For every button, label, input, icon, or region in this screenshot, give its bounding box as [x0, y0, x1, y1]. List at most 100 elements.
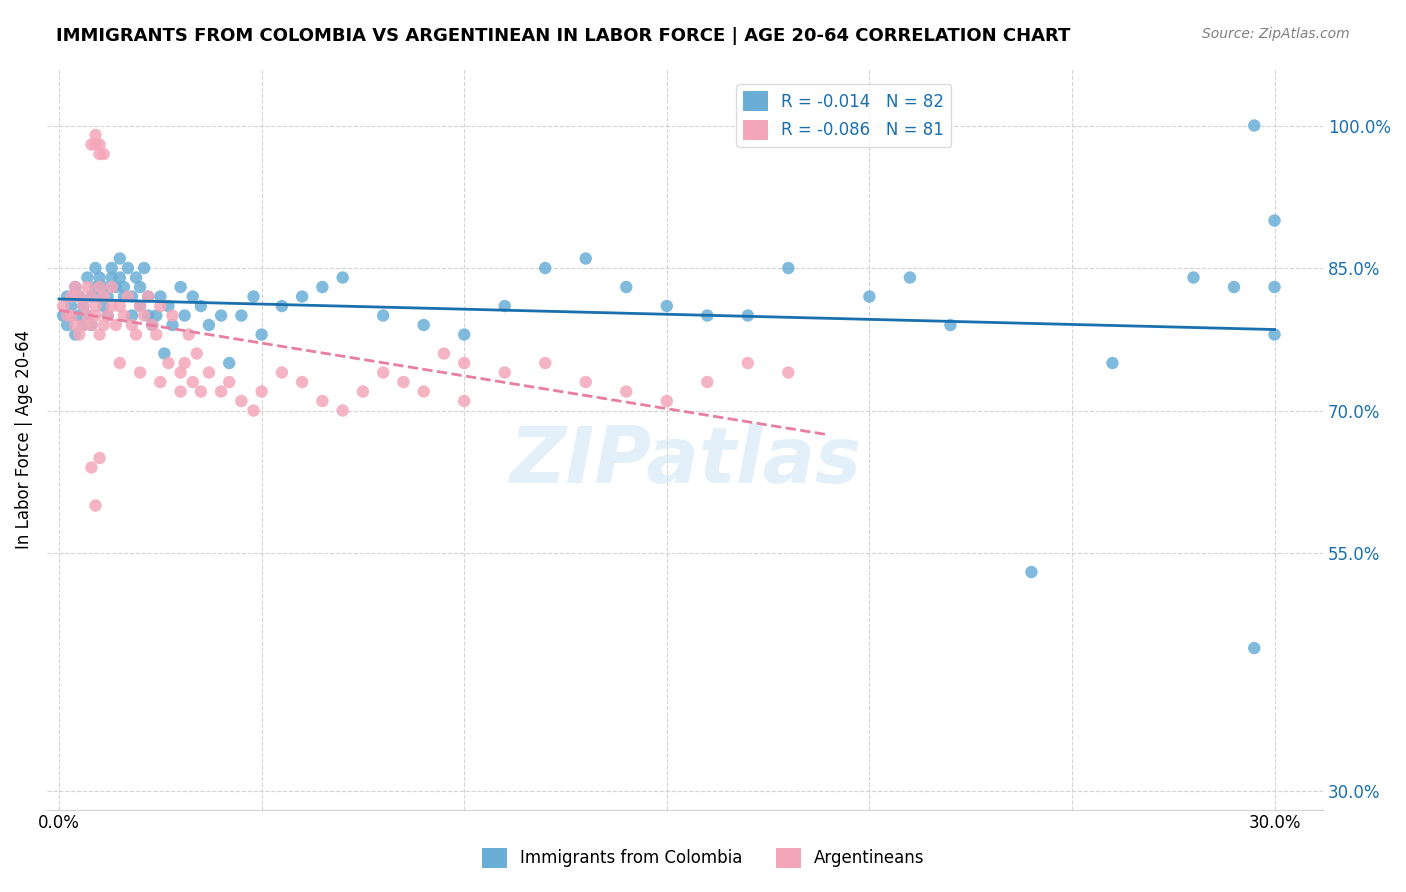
Point — [56, 289, 79, 303]
Point — [60, 299, 83, 313]
Point — [242, 403, 264, 417]
Point — [121, 318, 143, 332]
Point — [494, 299, 516, 313]
Point — [218, 356, 240, 370]
Text: IMMIGRANTS FROM COLOMBIA VS ARGENTINEAN IN LABOR FORCE | AGE 20-64 CORRELATION C: IMMIGRANTS FROM COLOMBIA VS ARGENTINEAN … — [56, 27, 1070, 45]
Point — [108, 252, 131, 266]
Point — [117, 260, 139, 275]
Point — [534, 356, 557, 370]
Point — [97, 309, 120, 323]
Point — [80, 289, 103, 303]
Point — [1243, 119, 1265, 133]
Legend: Immigrants from Colombia, Argentineans: Immigrants from Colombia, Argentineans — [475, 841, 931, 875]
Point — [129, 299, 152, 313]
Point — [80, 460, 103, 475]
Point — [1021, 565, 1043, 579]
Point — [575, 375, 598, 389]
Point — [89, 280, 111, 294]
Point — [373, 309, 395, 323]
Point — [76, 270, 98, 285]
Point — [242, 289, 264, 303]
Point — [93, 289, 115, 303]
Point — [89, 450, 111, 465]
Point — [1243, 640, 1265, 655]
Point — [737, 309, 759, 323]
Point — [129, 366, 152, 380]
Point — [89, 289, 111, 303]
Point — [112, 289, 135, 303]
Point — [169, 280, 191, 294]
Point — [136, 289, 159, 303]
Point — [162, 318, 184, 332]
Point — [76, 280, 98, 294]
Point — [149, 299, 172, 313]
Point — [655, 299, 678, 313]
Point — [939, 318, 962, 332]
Point — [433, 346, 456, 360]
Point — [52, 299, 75, 313]
Point — [1263, 327, 1285, 342]
Point — [134, 309, 156, 323]
Point — [352, 384, 374, 399]
Point — [181, 375, 204, 389]
Point — [737, 356, 759, 370]
Point — [209, 384, 232, 399]
Point — [453, 327, 475, 342]
Point — [332, 403, 354, 417]
Point — [100, 299, 122, 313]
Point — [67, 309, 90, 323]
Point — [89, 137, 111, 152]
Point — [76, 309, 98, 323]
Point — [145, 327, 167, 342]
Point — [190, 299, 212, 313]
Point — [614, 384, 637, 399]
Point — [108, 356, 131, 370]
Point — [80, 318, 103, 332]
Point — [177, 327, 200, 342]
Point — [80, 137, 103, 152]
Point — [65, 280, 87, 294]
Point — [332, 270, 354, 285]
Point — [412, 384, 434, 399]
Point — [93, 299, 115, 313]
Point — [84, 137, 107, 152]
Point — [100, 280, 122, 294]
Point — [65, 327, 87, 342]
Point — [108, 270, 131, 285]
Point — [84, 128, 107, 142]
Point — [858, 289, 880, 303]
Point — [97, 289, 120, 303]
Point — [67, 327, 90, 342]
Point — [60, 309, 83, 323]
Point — [696, 309, 718, 323]
Y-axis label: In Labor Force | Age 20-64: In Labor Force | Age 20-64 — [15, 329, 32, 549]
Point — [153, 346, 176, 360]
Point — [89, 327, 111, 342]
Point — [145, 309, 167, 323]
Point — [291, 375, 314, 389]
Point — [162, 309, 184, 323]
Point — [173, 356, 195, 370]
Point — [311, 280, 333, 294]
Point — [141, 318, 163, 332]
Point — [209, 309, 232, 323]
Point — [1263, 280, 1285, 294]
Point — [198, 318, 221, 332]
Point — [778, 260, 800, 275]
Point — [117, 289, 139, 303]
Point — [198, 366, 221, 380]
Point — [93, 280, 115, 294]
Point — [72, 299, 94, 313]
Point — [136, 289, 159, 303]
Point — [778, 366, 800, 380]
Point — [84, 499, 107, 513]
Point — [575, 252, 598, 266]
Point — [121, 309, 143, 323]
Text: ZIPatlas: ZIPatlas — [509, 424, 860, 500]
Point — [494, 366, 516, 380]
Point — [169, 366, 191, 380]
Point — [392, 375, 415, 389]
Point — [80, 289, 103, 303]
Point — [291, 289, 314, 303]
Point — [696, 375, 718, 389]
